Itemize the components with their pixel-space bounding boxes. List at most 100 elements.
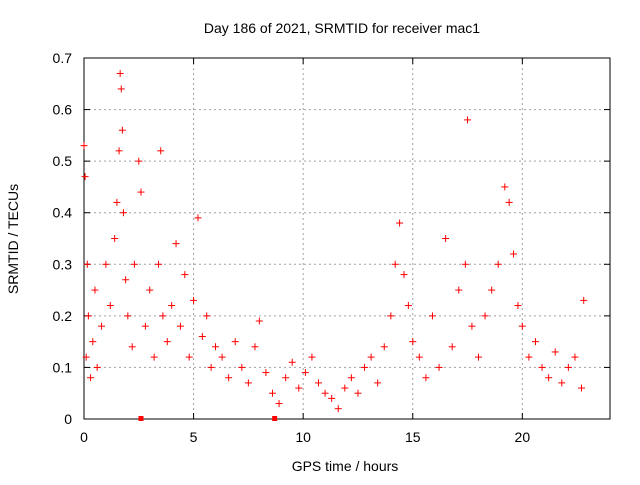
data-point [387,312,395,320]
gap-marker [138,416,144,421]
y-tick-label: 0.5 [53,153,73,169]
data-point [194,214,202,222]
data-point [361,363,369,371]
data-point [468,322,476,330]
data-point [262,369,270,377]
data-point [231,338,239,346]
data-point [321,389,329,397]
data-point [282,374,290,382]
data-point [580,296,588,304]
data-point [396,219,404,227]
data-point [428,312,436,320]
data-point [155,260,163,268]
data-point [130,260,138,268]
data-point [455,286,463,294]
y-tick-label: 0 [64,411,72,427]
x-axis-label: GPS time / hours [292,458,399,474]
data-point [118,126,126,134]
data-point [82,353,90,361]
plot-frame [83,57,611,420]
data-point [275,400,283,408]
data-point [81,173,89,181]
data-point [295,384,303,392]
data-point [545,374,553,382]
data-point [435,363,443,371]
data-point [301,369,309,377]
data-point [578,384,586,392]
data-point [190,296,198,304]
data-point [89,338,97,346]
data-point [238,363,246,371]
data-point [380,343,388,351]
data-point [422,374,430,382]
data-point [531,338,539,346]
data-point [172,240,180,248]
data-point [571,353,579,361]
x-tick-labels: 0 5 10 15 20 [80,429,530,445]
data-point [135,157,143,165]
data-point [128,343,136,351]
y-tick-label: 0.4 [53,205,73,221]
data-point [251,343,259,351]
data-points [80,69,588,413]
data-point [501,183,509,191]
data-point [510,250,518,258]
x-tick-label: 20 [515,429,531,445]
data-point [461,260,469,268]
data-point [518,322,526,330]
data-point [268,389,276,397]
data-point [341,384,349,392]
data-point [111,235,119,242]
y-axis-label: SRMTID / TECUs [5,184,21,294]
data-point [91,286,99,294]
gap-marker [272,416,278,421]
data-point [157,147,165,155]
data-point [113,198,121,206]
data-point [181,271,189,279]
data-point [391,260,399,268]
data-point [168,302,176,310]
data-point [409,338,417,346]
data-point [137,188,145,196]
data-point [84,312,92,320]
y-tick-label: 0.7 [53,50,73,66]
data-point [308,353,316,361]
data-point [122,276,130,284]
data-point [244,379,252,387]
data-point [203,312,211,320]
y-tick-label: 0.6 [53,102,73,118]
data-point [225,374,233,382]
data-point [404,302,412,310]
data-point [117,85,125,93]
data-point [475,353,482,361]
data-point [564,363,572,371]
axis-ticks [83,57,610,420]
data-point [176,322,184,330]
data-point [442,235,450,242]
data-point [354,389,362,397]
data-point [538,363,546,371]
data-point [481,312,489,320]
data-point [255,317,263,325]
x-tick-label: 5 [190,429,198,445]
y-tick-label: 0.3 [53,256,73,272]
data-point [106,302,114,310]
data-point [115,147,123,155]
data-point [93,363,101,371]
grid-lines [84,58,610,419]
data-point [80,142,88,150]
gap-markers [138,416,278,421]
chart-title: Day 186 of 2021, SRMTID for receiver mac… [204,20,480,36]
data-point [494,260,502,268]
data-point [525,353,533,361]
data-point [159,312,167,320]
data-point [558,379,566,387]
data-point [415,353,423,361]
data-point [505,198,513,206]
data-point [328,394,336,402]
data-point [185,353,193,361]
x-tick-label: 10 [295,429,311,445]
